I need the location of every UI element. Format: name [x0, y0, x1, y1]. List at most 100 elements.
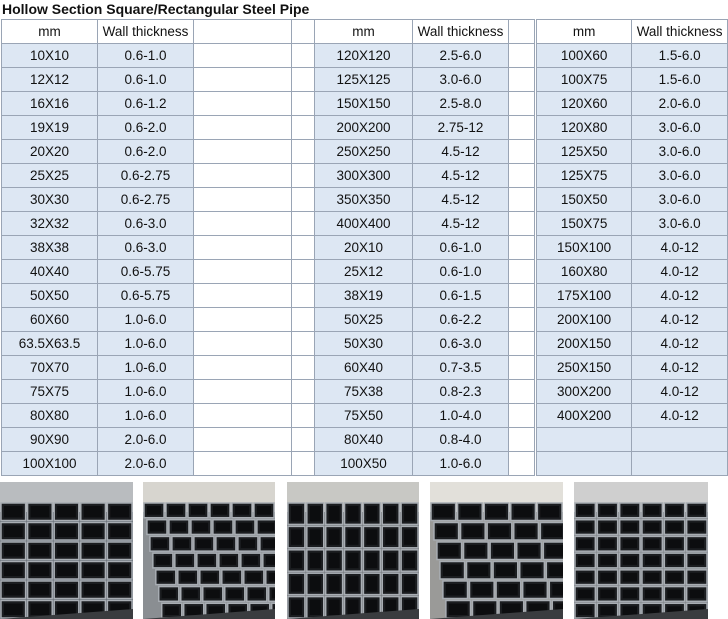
- spacer-cell: [508, 91, 535, 116]
- size-cell: 175X100: [535, 283, 633, 308]
- wall-thickness-cell: 3.0-6.0: [631, 139, 728, 164]
- wall-thickness-cell: 4.0-12: [631, 331, 728, 356]
- header-row: mm Wall thickness: [314, 19, 535, 44]
- table-row: 300X300 4.5-12: [314, 163, 535, 188]
- spacer-cell: [291, 163, 316, 188]
- spacer-cell: [508, 211, 535, 236]
- wall-thickness-cell: 3.0-6.0: [631, 187, 728, 212]
- size-cell: 120X80: [535, 115, 633, 140]
- wall-thickness-cell: 1.0-6.0: [97, 355, 194, 380]
- wall-thickness-cell: 0.6-2.0: [97, 139, 194, 164]
- wall-thickness-cell: 2.0-6.0: [97, 451, 194, 476]
- spacer-cell: [508, 139, 535, 164]
- spacer-cell: [193, 115, 292, 140]
- size-cell: 250X150: [535, 355, 633, 380]
- table-row: 120X60 2.0-6.0: [535, 91, 728, 116]
- spacer-cell: [291, 379, 316, 404]
- spacer-cell: [193, 355, 292, 380]
- size-cell: 63.5X63.5: [1, 331, 98, 356]
- spacer-cell: [193, 187, 292, 212]
- size-cell: 90X90: [1, 427, 98, 452]
- table-row: 38X19 0.6-1.5: [314, 283, 535, 308]
- spacer-cell: [193, 403, 292, 428]
- size-cell: 300X300: [314, 163, 413, 188]
- spacer-cell: [508, 451, 535, 476]
- column-header-wall-thickness: Wall thickness: [97, 19, 194, 44]
- size-cell: 30X30: [1, 187, 98, 212]
- column-header-wall-thickness: Wall thickness: [631, 19, 728, 44]
- wall-thickness-cell: 3.0-6.0: [412, 67, 509, 92]
- wall-thickness-cell: 0.6-2.0: [97, 115, 194, 140]
- wall-thickness-cell: 0.6-3.0: [97, 235, 194, 260]
- spacer-cell: [291, 235, 316, 260]
- wall-thickness-cell: 4.5-12: [412, 163, 509, 188]
- steel-pipe-photo-1: [0, 482, 133, 619]
- size-cell: 100X100: [1, 451, 98, 476]
- size-cell: 50X25: [314, 307, 413, 332]
- wall-thickness-cell: 0.6-1.0: [97, 67, 194, 92]
- table-row: 50X50 0.6-5.75: [1, 283, 316, 308]
- size-cell: 400X400: [314, 211, 413, 236]
- spacer-cell: [291, 427, 316, 452]
- spacer-cell: [193, 235, 292, 260]
- spacer-cell: [193, 19, 292, 44]
- size-cell: 100X60: [535, 43, 633, 68]
- column-header-wall-thickness: Wall thickness: [412, 19, 509, 44]
- size-cell: 70X70: [1, 355, 98, 380]
- wall-thickness-cell: 4.0-12: [631, 235, 728, 260]
- table-row: 16X16 0.6-1.2: [1, 91, 316, 116]
- wall-thickness-cell: 0.6-1.0: [412, 235, 509, 260]
- wall-thickness-cell: 2.0-6.0: [631, 91, 728, 116]
- size-cell: 120X120: [314, 43, 413, 68]
- spacer-cell: [193, 451, 292, 476]
- size-cell: 100X75: [535, 67, 633, 92]
- wall-thickness-cell: 4.5-12: [412, 139, 509, 164]
- size-cell: 400X200: [535, 403, 633, 428]
- table-row: 38X38 0.6-3.0: [1, 235, 316, 260]
- table-row: 70X70 1.0-6.0: [1, 355, 316, 380]
- table-row: 400X400 4.5-12: [314, 211, 535, 236]
- spacer-cell: [291, 283, 316, 308]
- table-row: 350X350 4.5-12: [314, 187, 535, 212]
- spacer-cell: [508, 259, 535, 284]
- table-row: 125X50 3.0-6.0: [535, 139, 728, 164]
- wall-thickness-cell: 1.5-6.0: [631, 67, 728, 92]
- size-cell: 250X250: [314, 139, 413, 164]
- table-row: 19X19 0.6-2.0: [1, 115, 316, 140]
- wall-thickness-cell: 2.5-6.0: [412, 43, 509, 68]
- table-row: 32X32 0.6-3.0: [1, 211, 316, 236]
- wall-thickness-cell: 2.75-12: [412, 115, 509, 140]
- wall-thickness-cell: 0.6-5.75: [97, 283, 194, 308]
- table-row: 120X80 3.0-6.0: [535, 115, 728, 140]
- wall-thickness-cell: 4.0-12: [631, 259, 728, 284]
- table-row: 10X10 0.6-1.0: [1, 43, 316, 68]
- table-row: 125X75 3.0-6.0: [535, 163, 728, 188]
- size-cell: 150X75: [535, 211, 633, 236]
- size-cell: 38X19: [314, 283, 413, 308]
- table-row: 250X250 4.5-12: [314, 139, 535, 164]
- spacer-cell: [291, 307, 316, 332]
- size-cell: 20X10: [314, 235, 413, 260]
- spacer-cell: [508, 355, 535, 380]
- wall-thickness-cell: 1.0-6.0: [97, 403, 194, 428]
- size-cell: 40X40: [1, 259, 98, 284]
- spacer-cell: [193, 211, 292, 236]
- table-row: 80X40 0.8-4.0: [314, 427, 535, 452]
- size-cell: 60X60: [1, 307, 98, 332]
- table-row: 60X40 0.7-3.5: [314, 355, 535, 380]
- table-row: 50X30 0.6-3.0: [314, 331, 535, 356]
- spacer-cell: [508, 331, 535, 356]
- wall-thickness-cell: 4.5-12: [412, 187, 509, 212]
- table-row: 90X90 2.0-6.0: [1, 427, 316, 452]
- size-cell: 75X38: [314, 379, 413, 404]
- wall-thickness-cell: 0.6-2.75: [97, 187, 194, 212]
- spacer-cell: [291, 139, 316, 164]
- size-cell: 60X40: [314, 355, 413, 380]
- size-cell: 150X150: [314, 91, 413, 116]
- table-row: 150X50 3.0-6.0: [535, 187, 728, 212]
- wall-thickness-cell: 0.6-1.5: [412, 283, 509, 308]
- wall-thickness-cell: 2.0-6.0: [97, 427, 194, 452]
- table-row: 250X150 4.0-12: [535, 355, 728, 380]
- table-row: 40X40 0.6-5.75: [1, 259, 316, 284]
- spacer-cell: [508, 19, 535, 44]
